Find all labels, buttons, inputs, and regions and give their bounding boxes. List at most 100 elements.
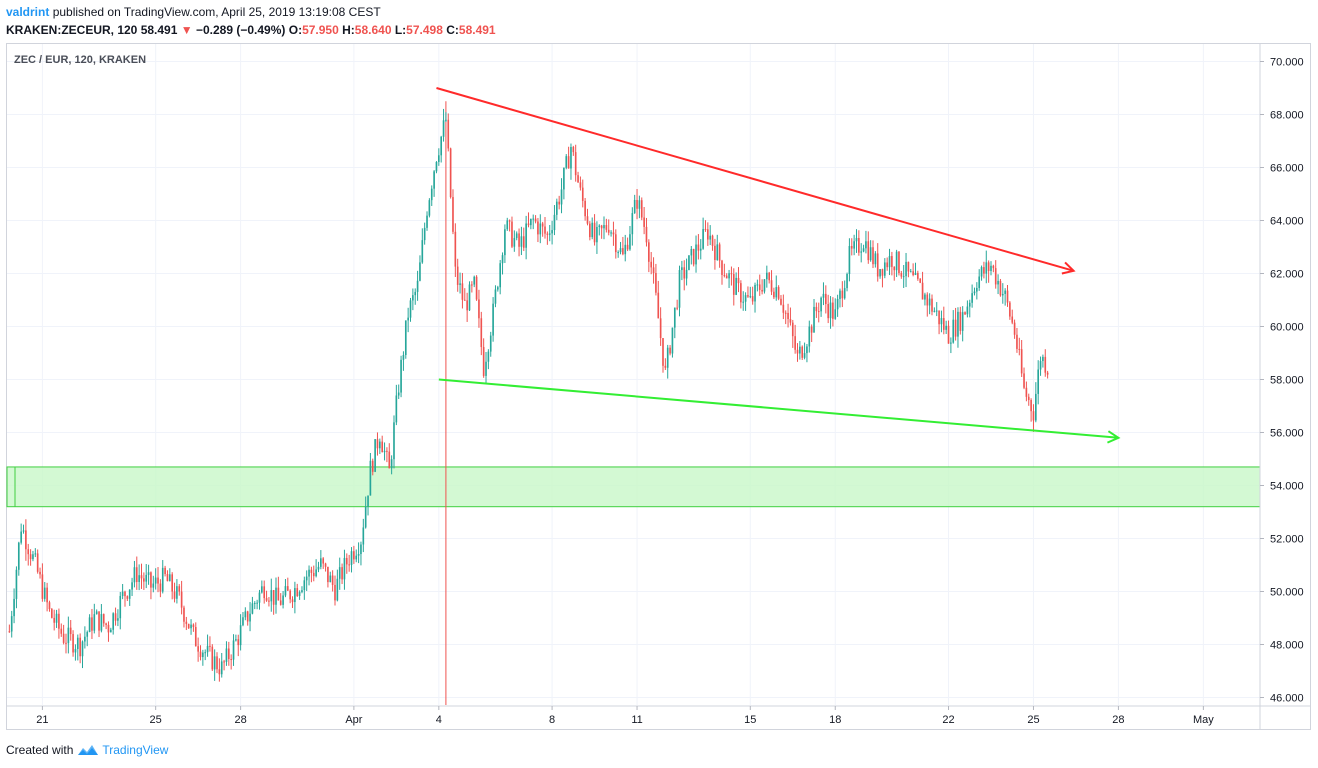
candle xyxy=(673,307,676,328)
candle xyxy=(648,242,650,262)
candle xyxy=(553,214,556,231)
support-trendline xyxy=(438,378,1119,439)
candle xyxy=(728,273,730,279)
candle xyxy=(926,294,929,306)
candle xyxy=(433,171,435,189)
candle xyxy=(723,274,726,276)
candle xyxy=(770,280,773,292)
candle xyxy=(784,312,787,314)
candle xyxy=(725,275,728,279)
x-tick-label: 25 xyxy=(1027,714,1039,726)
candle xyxy=(360,544,362,555)
candle xyxy=(178,586,181,592)
candle xyxy=(541,223,544,227)
candle xyxy=(209,645,211,647)
candle xyxy=(801,346,804,358)
candle xyxy=(940,318,943,325)
candle xyxy=(237,639,240,646)
candle xyxy=(322,558,325,564)
candle xyxy=(164,567,166,575)
resistance-arrow xyxy=(1061,261,1076,275)
candle xyxy=(640,200,643,218)
candle xyxy=(978,276,981,288)
tradingview-link[interactable]: TradingView xyxy=(77,743,168,757)
candle xyxy=(1001,293,1004,296)
candle xyxy=(957,311,959,337)
candle xyxy=(688,255,690,270)
candle xyxy=(829,302,832,319)
candle xyxy=(140,575,143,579)
candle xyxy=(317,566,320,570)
candle xyxy=(551,230,553,234)
candle xyxy=(121,591,124,596)
candle xyxy=(501,255,504,264)
candle xyxy=(758,284,761,290)
close-value: 58.491 xyxy=(458,23,496,37)
y-tick-label: 50.000 xyxy=(1270,587,1304,599)
candle xyxy=(327,566,329,583)
candle xyxy=(41,574,44,599)
candle xyxy=(883,262,886,276)
candle xyxy=(683,267,686,279)
candle xyxy=(419,262,421,281)
candle xyxy=(560,189,563,205)
candle xyxy=(138,575,140,583)
candle xyxy=(1016,334,1018,349)
candle xyxy=(530,218,532,226)
candle xyxy=(749,296,752,298)
candle xyxy=(1044,356,1047,373)
candle xyxy=(964,312,966,315)
chart-frame[interactable] xyxy=(6,43,1311,730)
candle xyxy=(504,229,506,256)
candle xyxy=(409,300,412,318)
candle xyxy=(310,569,313,573)
candle xyxy=(320,558,322,567)
candle xyxy=(614,234,617,253)
candle xyxy=(855,237,858,242)
candle xyxy=(699,248,702,251)
candle xyxy=(938,310,940,325)
candle xyxy=(912,271,914,276)
candle xyxy=(463,299,466,301)
candle xyxy=(848,246,851,274)
candle xyxy=(251,603,254,614)
candle xyxy=(190,624,192,629)
candle xyxy=(119,595,122,619)
candle xyxy=(244,611,247,618)
candle xyxy=(263,586,266,599)
candle xyxy=(676,307,678,309)
candle xyxy=(51,609,53,618)
candle xyxy=(258,592,261,603)
candle xyxy=(213,656,216,670)
candle xyxy=(968,302,971,307)
candle xyxy=(631,213,634,235)
candle xyxy=(643,217,645,227)
x-tick-label: 28 xyxy=(234,714,246,726)
candle xyxy=(88,617,91,632)
author-name[interactable]: valdrint xyxy=(6,5,50,19)
candle xyxy=(600,225,603,229)
candle xyxy=(110,629,112,633)
y-tick-label: 58.000 xyxy=(1270,375,1304,387)
candle xyxy=(350,551,353,565)
candle xyxy=(187,623,190,629)
candle xyxy=(544,226,546,234)
candle xyxy=(331,575,334,585)
candle xyxy=(716,244,719,260)
candle xyxy=(787,312,789,320)
candle xyxy=(374,439,376,472)
x-tick-label: 22 xyxy=(942,714,954,726)
candle xyxy=(143,578,145,582)
candle xyxy=(492,303,494,336)
candle xyxy=(393,422,395,460)
open-label: O: xyxy=(288,23,303,37)
candle xyxy=(20,531,22,543)
candle xyxy=(36,553,39,572)
y-tick-label: 54.000 xyxy=(1270,481,1304,493)
candle xyxy=(817,311,820,313)
candle xyxy=(435,161,438,172)
published-text: published on TradingView.com, April 25, … xyxy=(52,5,381,19)
candle xyxy=(426,215,428,228)
candle xyxy=(383,450,386,453)
